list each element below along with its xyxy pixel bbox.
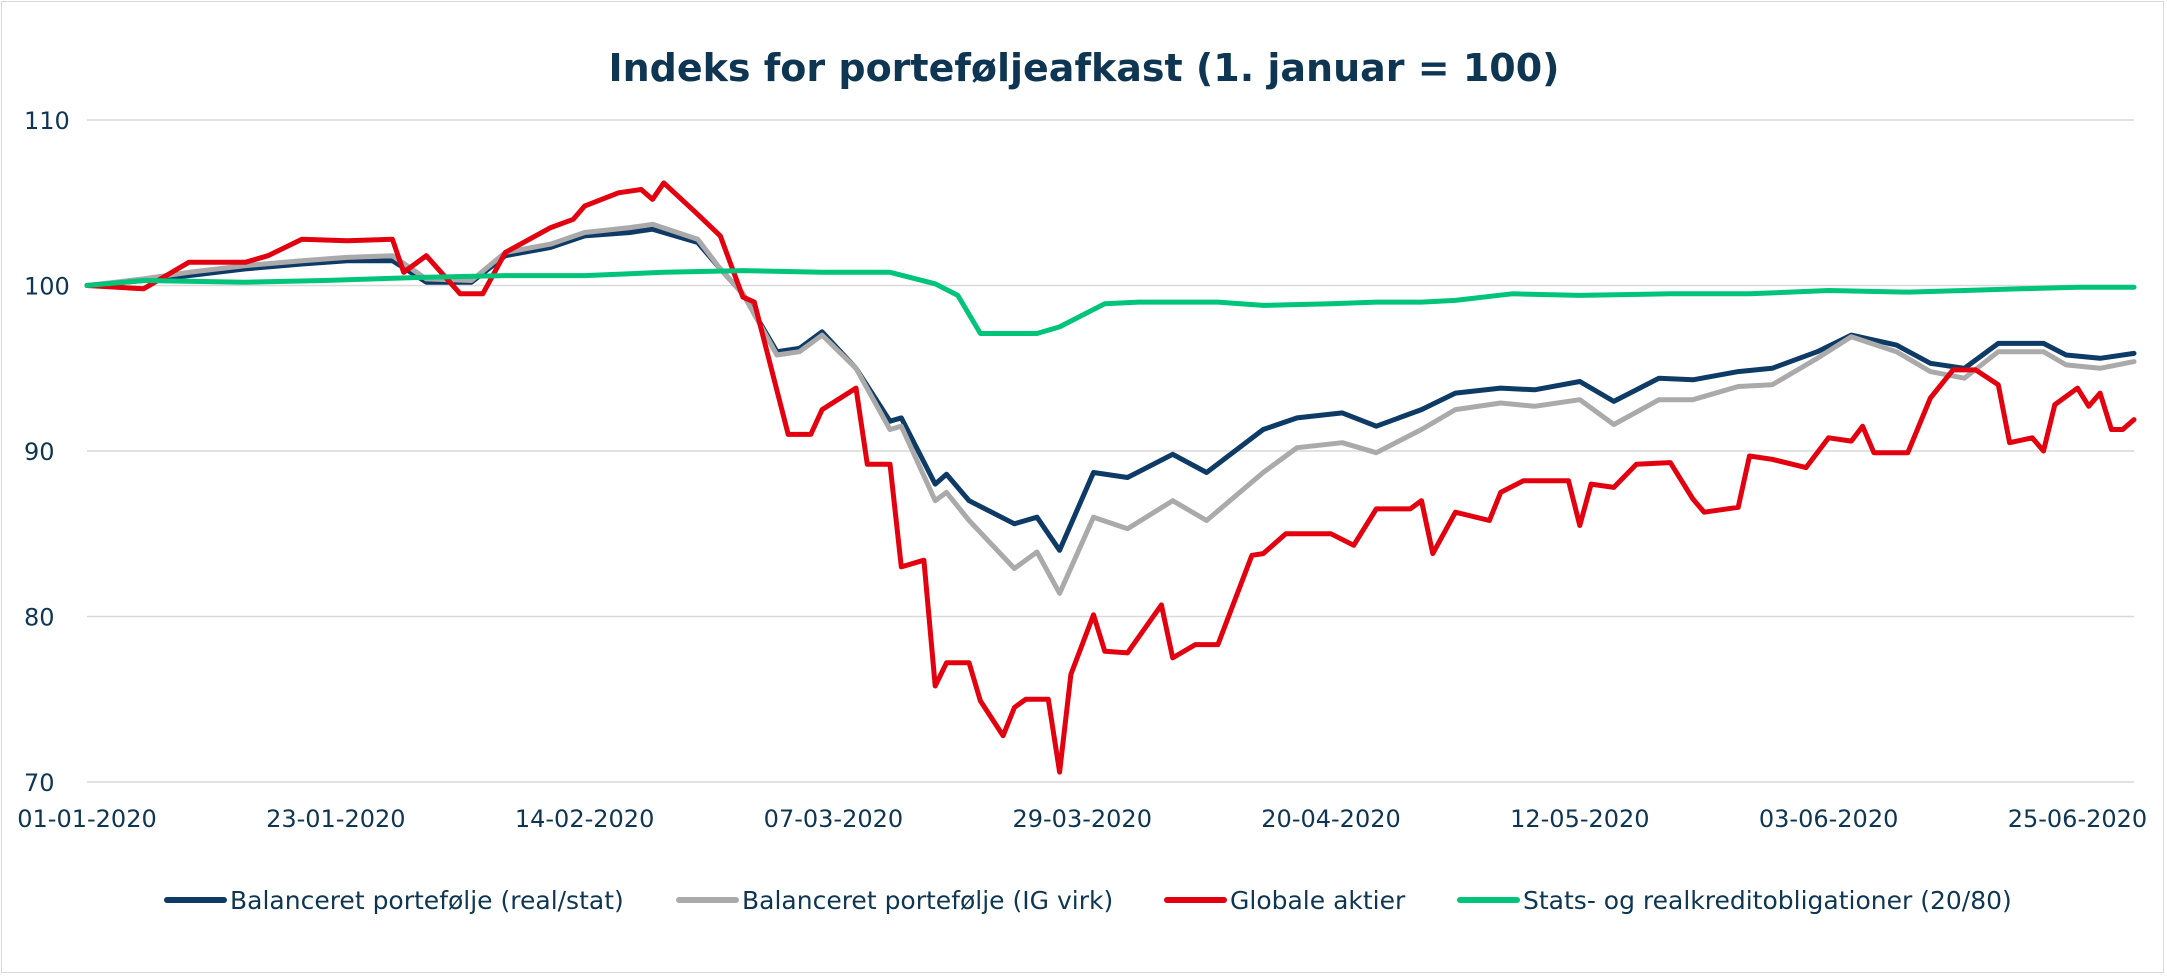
y-axis-ticks: 70 80 90 100 110 [24, 107, 70, 797]
chart-title: Indeks for porteføljeafkast (1. januar =… [608, 46, 1559, 90]
x-tick-label: 01-01-2020 [17, 805, 156, 833]
legend-item-2: Balanceret portefølje (IG virk) [676, 886, 1113, 915]
legend-item-1: Balanceret portefølje (real/stat) [164, 886, 624, 915]
series-line-1 [84, 226, 2137, 553]
y-tick-label: 100 [24, 273, 70, 301]
legend-label: Globale aktier [1230, 886, 1406, 915]
x-tick-label: 20-04-2020 [1261, 805, 1400, 833]
legend-item-4: Stats- og realkreditobligationer (20/80) [1457, 886, 2012, 915]
y-tick-label: 70 [24, 769, 55, 797]
y-tick-label: 110 [24, 107, 70, 135]
gridlines [87, 119, 2134, 783]
legend: Balanceret portefølje (real/stat) Balance… [164, 886, 2012, 915]
x-tick-label: 25-06-2020 [2008, 805, 2147, 833]
y-tick-label: 80 [24, 604, 55, 632]
x-tick-label: 23-01-2020 [266, 805, 405, 833]
series-line-3 [84, 180, 2137, 775]
legend-label: Balanceret portefølje (real/stat) [230, 886, 624, 915]
x-tick-label: 12-05-2020 [1510, 805, 1649, 833]
y-tick-label: 90 [24, 438, 55, 466]
x-tick-label: 03-06-2020 [1759, 805, 1898, 833]
series-line-4 [84, 268, 2137, 336]
x-tick-label: 29-03-2020 [1012, 805, 1151, 833]
series-line-2 [84, 221, 2137, 596]
legend-label: Balanceret portefølje (IG virk) [742, 886, 1113, 915]
x-tick-label: 14-02-2020 [515, 805, 654, 833]
x-tick-label: 07-03-2020 [764, 805, 903, 833]
x-axis-ticks: 01-01-2020 23-01-2020 14-02-2020 07-03-2020… [17, 805, 2147, 833]
series-lines [84, 180, 2137, 775]
legend-item-3: Globale aktier [1164, 886, 1406, 915]
legend-label: Stats- og realkreditobligationer (20/80) [1523, 886, 2012, 915]
